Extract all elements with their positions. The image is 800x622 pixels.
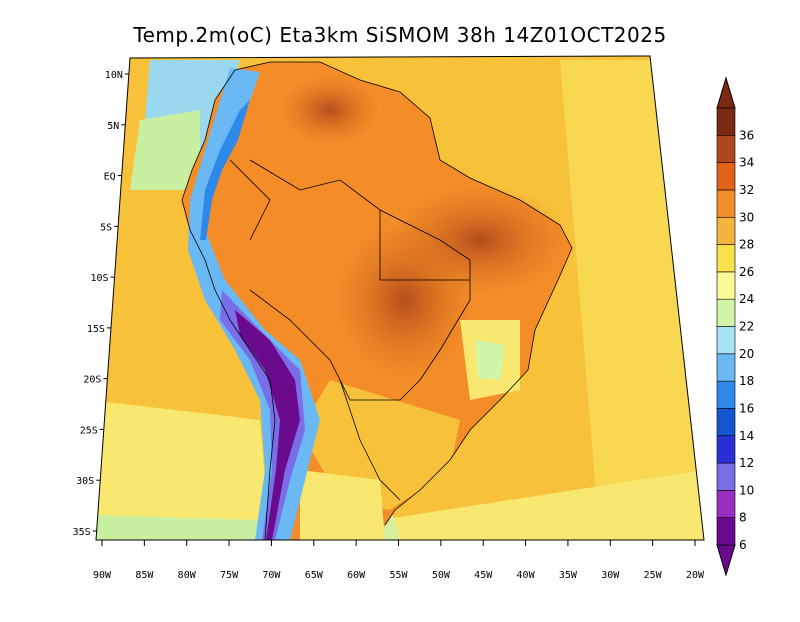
lon-tick-label: 75W xyxy=(220,570,239,581)
colorbar-bin xyxy=(716,107,736,136)
temperature-field xyxy=(96,56,704,540)
state-border-1 xyxy=(379,210,470,281)
andes-cold xyxy=(220,290,305,540)
colorbar-bin xyxy=(716,189,736,218)
lon-tick-label: 60W xyxy=(347,570,366,581)
colorbar-bin xyxy=(716,162,736,191)
longitude-axis: 90W 85W 80W 75W 70W 65W 60W 55W 50W 45W 40W 35W 30W 2… xyxy=(93,540,705,581)
andean-border xyxy=(229,159,271,241)
lon-tick-label: 30W xyxy=(601,570,620,581)
colorbar-label: 34 xyxy=(739,156,754,170)
domain-frame xyxy=(95,55,705,541)
andes-north xyxy=(200,100,250,240)
colorbar-label: 18 xyxy=(739,374,754,388)
lat-tick-label: 10N xyxy=(105,70,123,81)
colorbar-bin xyxy=(716,408,736,437)
colorbar-min-arrow xyxy=(716,544,736,577)
lat-tick-label: 5N xyxy=(107,121,119,132)
colorbar-bin xyxy=(716,462,736,491)
colorbar-label: 20 xyxy=(739,347,754,361)
lat-tick-label: 5S xyxy=(100,222,112,233)
colorbar-label: 14 xyxy=(739,429,754,443)
lon-tick-label: 50W xyxy=(432,570,451,581)
lon-tick-label: 35W xyxy=(559,570,578,581)
lat-tick-label: 25S xyxy=(80,425,98,436)
lon-tick-label: 65W xyxy=(305,570,324,581)
ocean-south-cold xyxy=(96,515,265,540)
colorbar-bin xyxy=(716,490,736,518)
lon-tick-label: 85W xyxy=(135,570,154,581)
colorbar-bin xyxy=(716,380,736,409)
lat-tick-label: 15S xyxy=(87,324,105,335)
colorbar-label: 32 xyxy=(739,183,754,197)
lat-tick-label: 20S xyxy=(83,375,101,386)
map-title: Temp.2m(oC) Eta3km SiSMOM 38h 14Z01OCT20… xyxy=(132,23,666,47)
land-patagonia xyxy=(300,470,385,540)
colorbar-label: 6 xyxy=(739,538,747,552)
pacific-coast-north xyxy=(181,69,236,201)
ocean-se-cool xyxy=(380,470,704,540)
boundaries xyxy=(181,61,573,540)
lat-tick-label: 10S xyxy=(90,273,108,284)
pacific-coast-south xyxy=(181,199,276,540)
colorbar-label: 28 xyxy=(739,238,754,252)
lon-tick-label: 40W xyxy=(517,570,536,581)
lon-tick-label: 90W xyxy=(93,570,112,581)
lat-tick-label: EQ xyxy=(104,172,116,183)
argentina-border xyxy=(339,379,401,501)
brazil-border xyxy=(249,159,471,401)
colorbar-label: 16 xyxy=(739,401,754,415)
lon-tick-label: 80W xyxy=(178,570,197,581)
lat-tick-label: 30S xyxy=(76,476,94,487)
colorbar-label: 30 xyxy=(739,210,754,224)
colorbar-bin xyxy=(716,244,736,273)
colorbar-label: 10 xyxy=(739,483,754,497)
ocean-pacific-mild xyxy=(130,110,200,190)
hot-core-venezuela xyxy=(280,75,380,145)
colorbar-label: 26 xyxy=(739,265,754,279)
colorbar-label: 12 xyxy=(739,456,754,470)
colorbar-bin xyxy=(716,216,736,245)
colorbar: 6 8 10 12 14 16 18 20 22 24 26 28 30 32 34 36 xyxy=(716,76,754,577)
lat-tick-label: 35S xyxy=(73,527,91,538)
ocean-sw-cool xyxy=(96,400,270,540)
lon-tick-label: 20W xyxy=(686,570,705,581)
land-se-cool xyxy=(475,340,505,380)
colorbar-bin xyxy=(716,135,736,163)
colorbar-bin xyxy=(716,326,736,355)
colorbar-bin xyxy=(716,435,736,464)
colorbar-label: 24 xyxy=(739,292,754,306)
lon-tick-label: 45W xyxy=(474,570,493,581)
lon-tick-label: 70W xyxy=(262,570,281,581)
latitude-axis: 10N 5N EQ 5S 10S 15S 20S 25S 30S 35S xyxy=(73,70,129,538)
colorbar-label: 36 xyxy=(739,128,754,142)
hot-core-northeast xyxy=(390,185,570,295)
atlantic-coastline xyxy=(234,61,573,526)
lon-tick-label: 55W xyxy=(389,570,408,581)
lon-tick-label: 25W xyxy=(644,570,663,581)
colorbar-max-arrow xyxy=(716,76,736,109)
colorbar-label: 8 xyxy=(739,511,747,525)
colorbar-bin xyxy=(716,271,736,300)
colorbar-bin xyxy=(716,517,736,546)
colorbar-label: 22 xyxy=(739,320,754,334)
andes-coldest xyxy=(235,310,300,540)
colorbar-bin xyxy=(716,298,736,327)
colorbar-bin xyxy=(716,353,736,382)
